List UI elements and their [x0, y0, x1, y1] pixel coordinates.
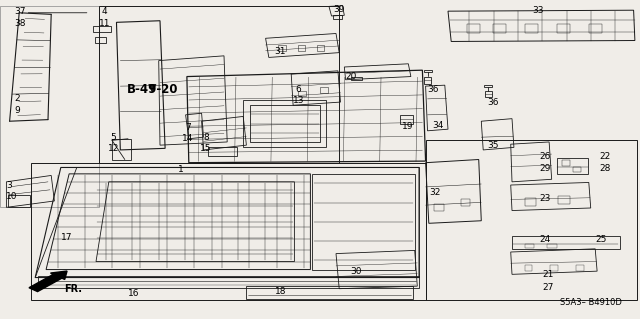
- Bar: [589, 24, 602, 33]
- Text: 10: 10: [6, 192, 18, 201]
- Text: 32: 32: [429, 189, 440, 197]
- Text: 16: 16: [128, 289, 140, 298]
- Bar: [576, 265, 584, 271]
- Text: 28: 28: [599, 164, 611, 173]
- Text: 35: 35: [488, 141, 499, 150]
- Bar: [525, 198, 536, 206]
- Bar: [208, 147, 237, 156]
- Bar: [38, 276, 419, 288]
- Text: 17: 17: [61, 233, 72, 242]
- Bar: [333, 15, 342, 19]
- Text: 33: 33: [532, 6, 544, 15]
- Text: FR.: FR.: [64, 284, 82, 294]
- Bar: [434, 204, 444, 211]
- Bar: [320, 87, 328, 93]
- Text: 1: 1: [178, 165, 184, 174]
- Text: 34: 34: [432, 121, 444, 130]
- Bar: [246, 286, 413, 299]
- Text: 36: 36: [428, 85, 439, 94]
- Bar: [525, 24, 538, 33]
- Bar: [243, 100, 326, 147]
- Text: 27: 27: [543, 283, 554, 292]
- Text: 38: 38: [14, 19, 26, 28]
- Bar: [317, 45, 324, 51]
- Bar: [557, 24, 570, 33]
- Bar: [8, 195, 30, 207]
- Bar: [484, 85, 492, 87]
- Bar: [573, 167, 581, 172]
- Text: 39: 39: [333, 5, 344, 14]
- Text: 11: 11: [99, 19, 111, 28]
- Text: 26: 26: [539, 152, 550, 161]
- Bar: [461, 199, 470, 206]
- Bar: [312, 174, 415, 270]
- Text: 14: 14: [182, 134, 194, 143]
- Text: 12: 12: [108, 144, 119, 153]
- Bar: [112, 139, 131, 160]
- Text: 37: 37: [14, 7, 26, 16]
- Bar: [493, 24, 506, 33]
- Text: 4: 4: [101, 7, 107, 16]
- Text: 19: 19: [402, 122, 413, 130]
- Bar: [525, 244, 534, 248]
- Bar: [550, 265, 558, 271]
- Text: 22: 22: [599, 152, 611, 161]
- Bar: [558, 196, 570, 204]
- Bar: [547, 244, 557, 248]
- Text: 29: 29: [539, 164, 550, 173]
- Text: 36: 36: [488, 98, 499, 107]
- Text: 2: 2: [14, 94, 20, 103]
- Bar: [93, 26, 111, 32]
- Bar: [424, 77, 431, 84]
- Text: 20: 20: [346, 72, 357, 81]
- Bar: [250, 105, 320, 142]
- Text: 13: 13: [293, 96, 305, 105]
- Text: 5: 5: [110, 133, 116, 142]
- Text: 18: 18: [275, 287, 287, 296]
- Text: 8: 8: [204, 133, 209, 142]
- Text: 7: 7: [186, 123, 191, 132]
- Bar: [512, 236, 620, 249]
- Bar: [562, 160, 570, 166]
- Bar: [485, 91, 492, 97]
- Text: 9: 9: [14, 106, 20, 115]
- Bar: [278, 45, 286, 51]
- Text: S5A3– B4910D: S5A3– B4910D: [560, 298, 622, 307]
- Bar: [400, 115, 413, 124]
- Bar: [95, 37, 106, 43]
- Bar: [424, 70, 432, 72]
- Text: 21: 21: [543, 271, 554, 279]
- Text: 24: 24: [539, 235, 550, 244]
- Text: 15: 15: [200, 144, 212, 153]
- Text: 3: 3: [6, 181, 12, 189]
- FancyArrow shape: [29, 271, 67, 292]
- Bar: [298, 91, 306, 96]
- Bar: [298, 45, 305, 51]
- Bar: [351, 77, 362, 80]
- Text: B-49-20: B-49-20: [127, 83, 178, 96]
- Text: 6: 6: [296, 85, 301, 94]
- Text: 30: 30: [351, 267, 362, 276]
- Text: 23: 23: [539, 194, 550, 203]
- Bar: [525, 265, 532, 271]
- Bar: [557, 158, 588, 174]
- Text: 31: 31: [274, 47, 285, 56]
- Bar: [467, 24, 480, 33]
- Text: 25: 25: [595, 235, 607, 244]
